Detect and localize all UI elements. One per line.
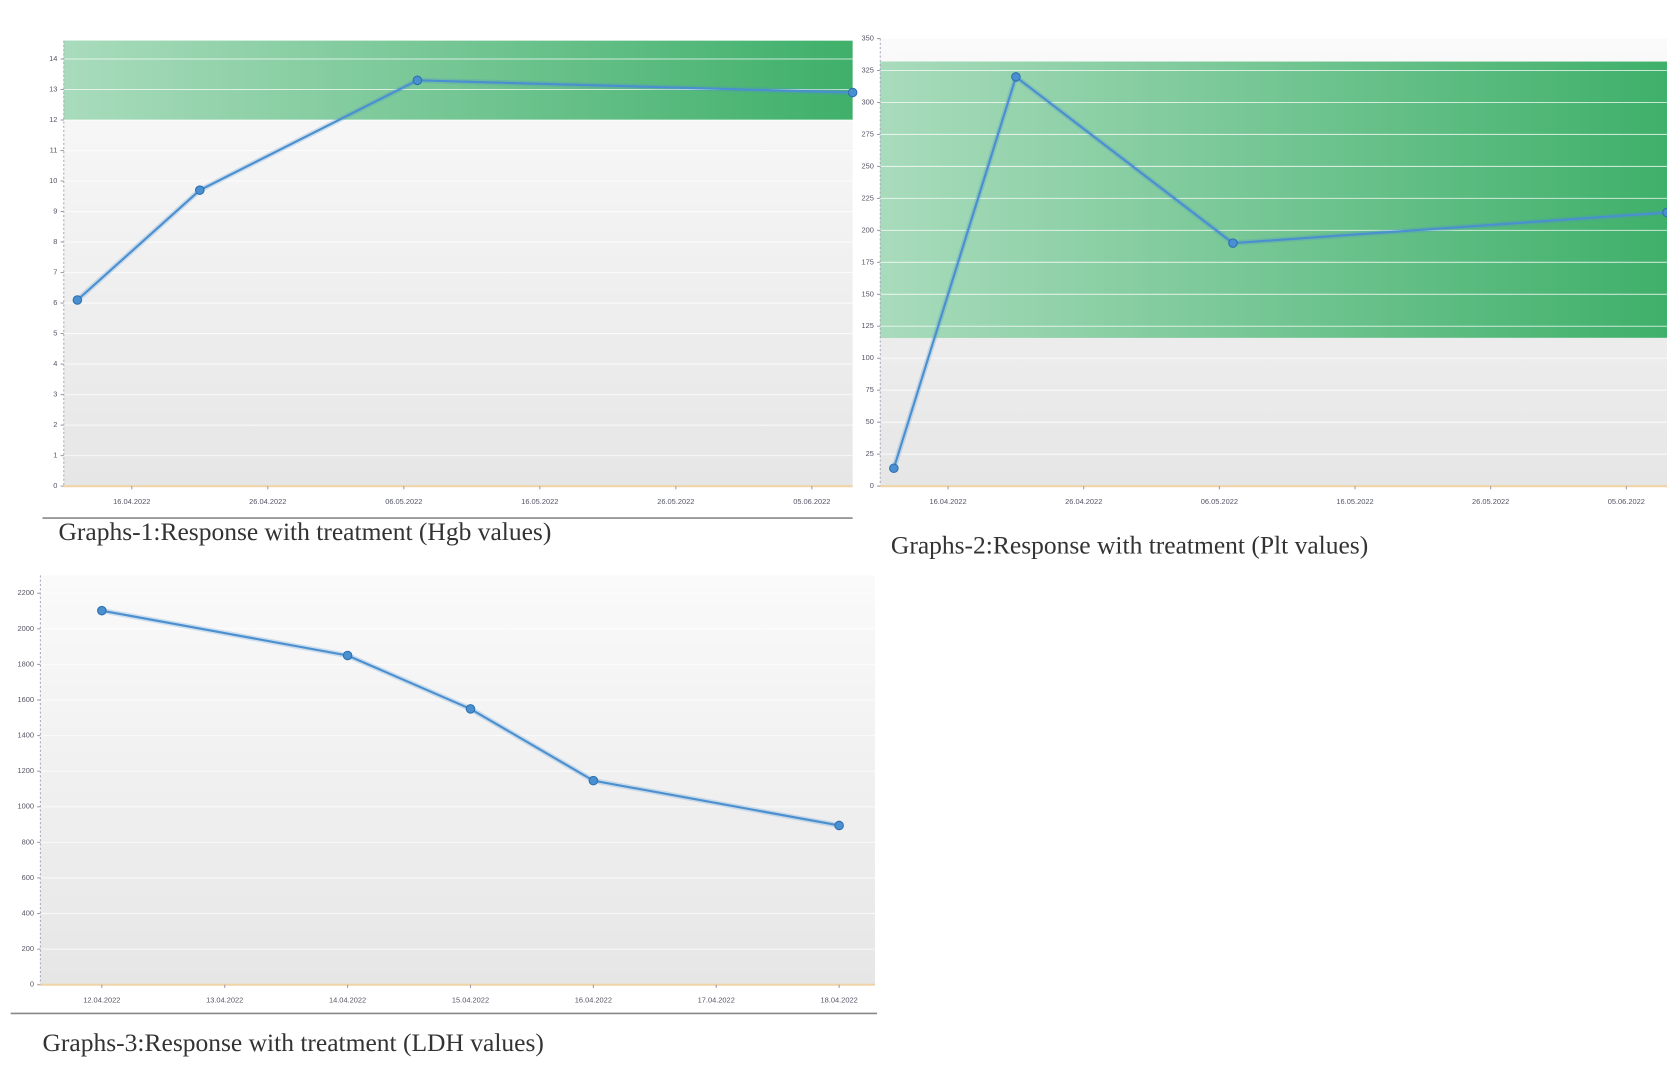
- y-tick-label: 7: [53, 268, 57, 277]
- x-tick-label: 16.05.2022: [1336, 497, 1373, 506]
- y-tick-label: 400: [22, 909, 34, 918]
- band-fade: [880, 61, 1667, 338]
- y-tick-label: 13: [49, 84, 57, 93]
- y-tick-label: 100: [861, 353, 873, 362]
- y-tick-label: 1: [53, 451, 57, 460]
- x-tick-label: 16.04.2022: [929, 497, 966, 506]
- y-tick-label: 350: [861, 34, 873, 43]
- y-tick-label: 6: [53, 298, 57, 307]
- data-line: [76, 79, 853, 301]
- y-tick-label: 250: [861, 161, 873, 170]
- y-tick-label: 75: [866, 385, 874, 394]
- x-tick-label: 05.06.2022: [1608, 497, 1645, 506]
- x-tick-label: 13.04.2022: [206, 996, 243, 1005]
- y-tick-label: 2: [53, 420, 57, 429]
- plot-area: [40, 575, 875, 985]
- y-tick-label: 225: [861, 193, 873, 202]
- y-tick-label: 0: [30, 980, 34, 989]
- y-tick-label: 200: [22, 944, 34, 953]
- y-tick-label: 11: [50, 145, 58, 154]
- y-tick-label: 1000: [17, 802, 34, 811]
- y-tick-label: 800: [22, 837, 34, 846]
- y-tick-label: 1400: [17, 731, 34, 740]
- y-tick-label: 200: [861, 225, 873, 234]
- y-tick-label: 2200: [17, 588, 34, 597]
- y-tick-label: 14: [49, 54, 57, 63]
- y-tick-label: 9: [53, 207, 57, 216]
- x-tick-label: 16.04.2022: [575, 996, 612, 1005]
- x-tick-label: 06.05.2022: [385, 497, 422, 506]
- x-tick-label: 26.05.2022: [657, 497, 694, 506]
- x-tick-label: 12.04.2022: [83, 996, 120, 1005]
- data-point: [834, 820, 844, 831]
- y-tick-label: 3: [53, 390, 57, 399]
- data-point: [847, 87, 858, 98]
- data-point: [412, 75, 423, 86]
- y-tick-label: 300: [861, 97, 873, 106]
- x-tick-label: 16.04.2022: [113, 497, 150, 506]
- y-tick-label: 325: [861, 65, 873, 74]
- caption: Graphs-2:Response with treatment (Plt va…: [891, 531, 1368, 560]
- band-fade: [63, 40, 853, 121]
- caption: Graphs-3:Response with treatment (LDH va…: [43, 1028, 544, 1057]
- caption: Graphs-1:Response with treatment (Hgb va…: [58, 517, 551, 546]
- data-line: [892, 75, 1667, 469]
- y-tick-label: 125: [861, 321, 873, 330]
- data-point: [588, 775, 599, 786]
- x-tick-label: 16.05.2022: [521, 497, 558, 506]
- y-tick-label: 1200: [17, 766, 34, 775]
- y-tick-label: 8: [53, 237, 57, 246]
- data-point: [1011, 72, 1021, 82]
- y-tick-label: 5: [53, 329, 57, 338]
- y-tick-label: 1800: [17, 659, 34, 668]
- y-tick-label: 275: [861, 129, 873, 138]
- x-tick-label: 14.04.2022: [329, 996, 366, 1005]
- x-tick-label: 26.05.2022: [1472, 497, 1509, 506]
- y-tick-label: 1600: [17, 695, 34, 704]
- y-tick-label: 175: [861, 257, 873, 266]
- y-tick-label: 50: [866, 417, 874, 426]
- y-tick-label: 0: [53, 481, 57, 490]
- x-tick-label: 15.04.2022: [452, 996, 489, 1005]
- y-tick-label: 150: [861, 289, 873, 298]
- y-tick-label: 2000: [17, 624, 34, 633]
- data-point: [72, 295, 83, 305]
- data-point: [195, 185, 205, 195]
- y-tick-label: 600: [22, 873, 34, 882]
- x-tick-label: 26.04.2022: [249, 497, 286, 506]
- y-tick-label: 10: [49, 176, 57, 185]
- y-tick-label: 0: [870, 481, 874, 490]
- data-point: [97, 605, 107, 616]
- data-point: [889, 463, 899, 474]
- x-tick-label: 17.04.2022: [698, 996, 735, 1005]
- x-tick-label: 18.04.2022: [821, 996, 858, 1005]
- y-tick-label: 25: [866, 449, 874, 458]
- y-tick-label: 12: [49, 115, 57, 124]
- x-tick-label: 06.05.2022: [1201, 497, 1238, 506]
- x-tick-label: 26.04.2022: [1065, 497, 1102, 506]
- y-tick-label: 4: [53, 359, 57, 368]
- data-point: [1662, 207, 1667, 218]
- x-tick-label: 05.06.2022: [793, 497, 830, 506]
- data-point: [465, 704, 476, 714]
- data-point: [1228, 238, 1238, 248]
- data-point: [342, 650, 353, 661]
